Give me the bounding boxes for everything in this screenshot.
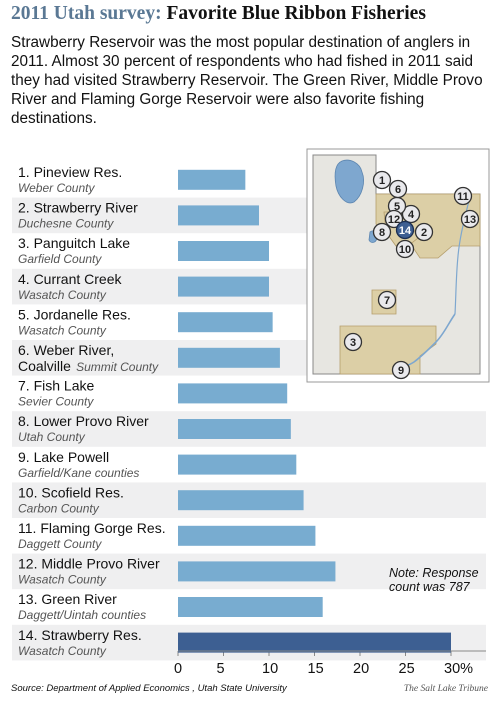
bar-7 xyxy=(178,383,288,404)
bar-5 xyxy=(178,312,273,333)
map-marker-label: 9 xyxy=(398,365,404,377)
category-label: 14. Strawberry Res. xyxy=(18,627,142,643)
county-label: Summit County xyxy=(76,360,159,374)
map-marker-14 xyxy=(395,220,415,240)
map-marker-2 xyxy=(414,222,434,242)
map-marker-label: 2 xyxy=(421,227,427,239)
map-marker-9 xyxy=(391,360,411,380)
bar-12 xyxy=(178,561,336,582)
category-label: 10. Scofield Res. xyxy=(18,484,124,500)
x-tick-label: 20 xyxy=(353,661,369,677)
county-label: Duchesne County xyxy=(18,217,114,231)
map-marker-1 xyxy=(372,170,392,190)
map-marker-label: 4 xyxy=(408,209,415,221)
category-label: 4. Currant Creek xyxy=(18,271,122,287)
category-label: 3. Panguitch Lake xyxy=(18,235,130,251)
bar-4 xyxy=(178,276,269,297)
category-label-line2: Coalville xyxy=(18,358,71,374)
county-label: Weber County xyxy=(18,181,95,195)
county-label: Garfield/Kane counties xyxy=(18,466,139,480)
category-label: 12. Middle Provo River xyxy=(18,556,160,572)
map-marker-8 xyxy=(372,222,392,242)
map-marker-label: 12 xyxy=(388,214,400,226)
map-marker-label: 11 xyxy=(457,191,469,203)
x-axis-ticks: 0 5 10 15 20 25 30% xyxy=(174,661,473,677)
bar-8 xyxy=(178,419,291,439)
map-marker-4 xyxy=(401,204,421,224)
map-marker-3 xyxy=(343,332,363,352)
map-marker-label: 10 xyxy=(399,244,411,256)
map-marker-label: 5 xyxy=(394,201,400,213)
category-label: 8. Lower Provo River xyxy=(18,413,149,429)
map-marker-label: 13 xyxy=(464,214,476,226)
map-marker-label: 14 xyxy=(399,225,412,237)
category-label: 13. Green River xyxy=(18,591,117,607)
county-label: Wasatch County xyxy=(18,288,107,302)
bar-14 xyxy=(178,632,451,653)
x-tick-label: 30% xyxy=(444,661,473,677)
bars xyxy=(178,169,451,653)
bar-9 xyxy=(178,454,297,475)
chart-subtitle: Strawberry Reservoir was the most popula… xyxy=(11,34,483,127)
bar-2 xyxy=(178,205,259,226)
x-tick-label: 25 xyxy=(399,661,415,677)
map-marker-12 xyxy=(384,209,404,229)
category-label: 2. Strawberry River xyxy=(18,200,138,216)
county-label: Garfield County xyxy=(18,252,102,266)
county-label: Utah County xyxy=(18,430,86,444)
category-label: 11. Flaming Gorge Res. xyxy=(18,520,166,536)
x-tick-label: 15 xyxy=(308,661,324,677)
title-main: Favorite Blue Ribbon Fisheries xyxy=(166,3,426,24)
county-label: Daggett/Uintah counties xyxy=(18,608,146,622)
county-label: Daggett County xyxy=(18,537,102,551)
bar-10 xyxy=(178,490,304,511)
map-marker-label: 8 xyxy=(379,227,385,239)
bar-1 xyxy=(178,169,246,190)
category-label: 1. Pineview Res. xyxy=(18,164,122,180)
county-label: Wasatch County xyxy=(18,644,107,658)
category-label: 6. Weber River, xyxy=(18,342,114,358)
note-text: Note: Response count was 787 xyxy=(389,566,479,594)
category-labels: 1. Pineview Res.Weber County 2. Strawberr… xyxy=(18,164,166,658)
county-label: Sevier County xyxy=(18,395,94,409)
map-marker-label: 7 xyxy=(384,295,390,307)
garfield-kane-counties xyxy=(339,325,437,375)
map-marker-10 xyxy=(395,239,415,259)
x-tick-label: 10 xyxy=(262,661,278,677)
category-label: 5. Jordanelle Res. xyxy=(18,306,131,322)
x-tick-label: 5 xyxy=(217,661,225,677)
chart-title: 2011 Utah survey: Favorite Blue Ribbon F… xyxy=(11,3,496,25)
category-label: 7. Fish Lake xyxy=(18,378,94,394)
map-marker-label: 3 xyxy=(350,337,356,349)
map-marker-6 xyxy=(388,179,408,199)
county-label: Wasatch County xyxy=(18,323,107,337)
map-marker-13 xyxy=(460,209,480,229)
bar-3 xyxy=(178,241,269,261)
bar-11 xyxy=(178,525,316,546)
bar-13 xyxy=(178,597,323,617)
great-salt-lake xyxy=(334,159,364,204)
county-label: Wasatch County xyxy=(18,573,107,587)
map-marker-11 xyxy=(453,186,473,206)
bar-6 xyxy=(178,347,280,368)
credit-text: The Salt Lake Tribune xyxy=(403,684,488,694)
source-text: Source: Department of Applied Economics … xyxy=(11,683,287,694)
map-marker-label: 1 xyxy=(379,175,385,187)
title-survey: 2011 Utah survey: xyxy=(11,3,162,24)
category-label: 9. Lake Powell xyxy=(18,449,109,465)
county-label: Carbon County xyxy=(18,501,100,515)
x-tick-label: 0 xyxy=(174,661,182,677)
map-marker-7 xyxy=(377,290,397,310)
map-marker-label: 6 xyxy=(395,184,401,196)
